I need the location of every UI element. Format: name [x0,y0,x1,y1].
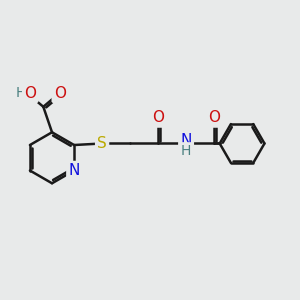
Text: O: O [152,110,164,125]
Text: N: N [68,163,80,178]
Text: S: S [97,136,107,151]
Text: O: O [54,86,66,101]
Text: H: H [15,86,26,100]
Text: O: O [24,86,36,101]
Text: O: O [208,110,220,125]
Text: H: H [181,144,191,158]
Text: N: N [180,134,192,148]
